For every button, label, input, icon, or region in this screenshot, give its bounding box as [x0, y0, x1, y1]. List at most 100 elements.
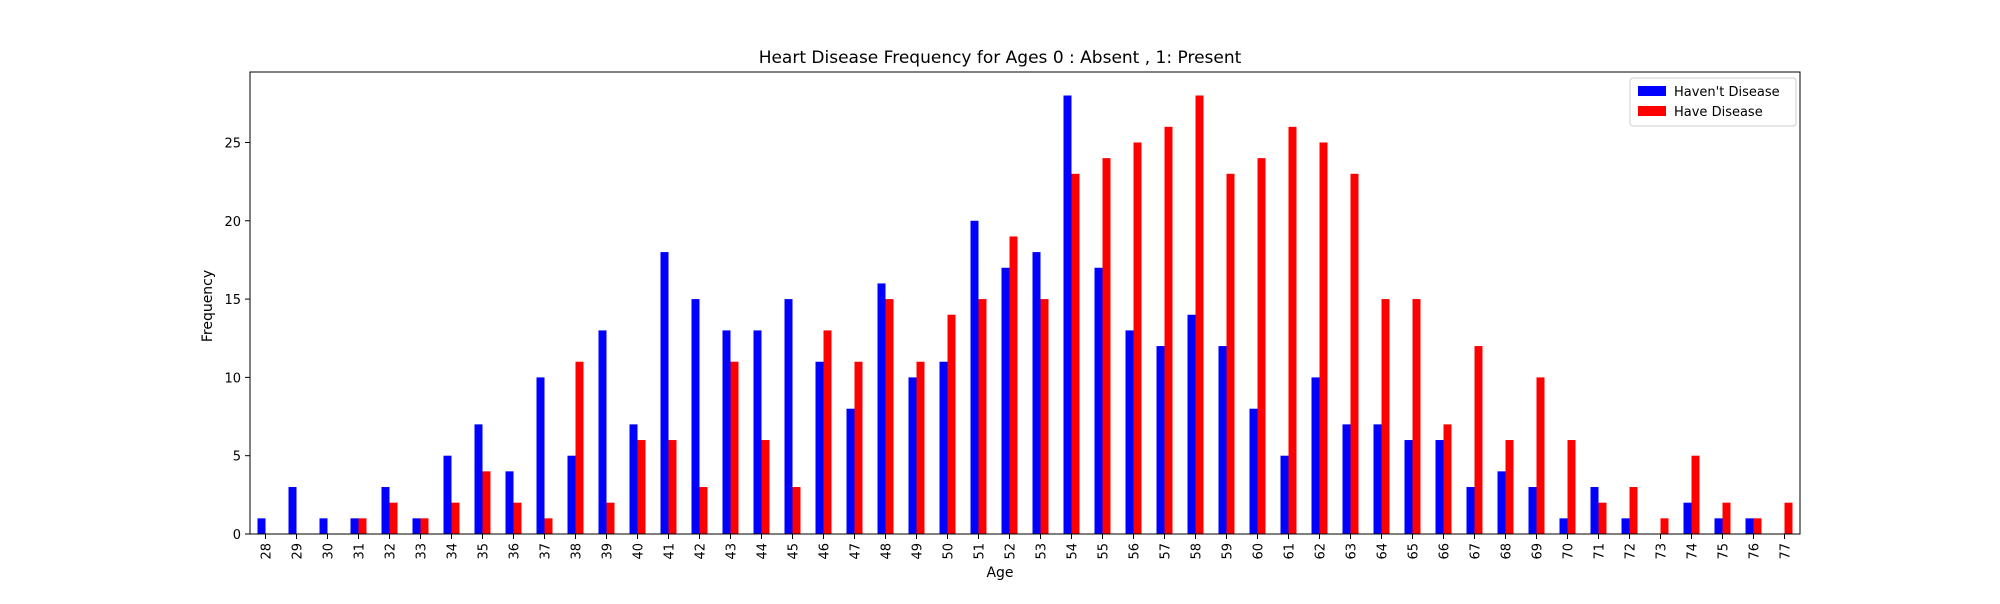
legend-box — [1629, 77, 1797, 127]
bar-present-53 — [1040, 299, 1049, 534]
bar-present-34 — [451, 502, 460, 534]
legend: Haven't Disease Have Disease — [1629, 77, 1797, 127]
bar-absent-76 — [1745, 518, 1754, 534]
bar-absent-34 — [443, 455, 452, 534]
x-tick-label: 58 — [1190, 543, 1205, 560]
x-tick-label: 76 — [1748, 543, 1763, 560]
bar-absent-69 — [1528, 487, 1537, 534]
bar-absent-33 — [412, 518, 421, 534]
x-tick-label: 59 — [1221, 543, 1236, 560]
bar-absent-40 — [629, 424, 638, 534]
x-tick-label: 75 — [1717, 543, 1732, 560]
y-tick-label: 5 — [233, 450, 241, 465]
bar-absent-68 — [1497, 471, 1506, 534]
bar-present-72 — [1629, 487, 1638, 534]
bar-present-35 — [482, 471, 491, 534]
bar-absent-37 — [536, 377, 545, 534]
bar-present-47 — [854, 361, 863, 534]
x-tick-label: 30 — [322, 543, 337, 560]
x-tick-label: 64 — [1376, 543, 1391, 560]
x-tick-label: 66 — [1438, 543, 1453, 560]
bar-present-71 — [1598, 502, 1607, 534]
bar-present-65 — [1412, 299, 1421, 534]
y-tick-label: 0 — [233, 528, 241, 543]
x-tick-label: 40 — [632, 543, 647, 560]
bar-absent-39 — [598, 330, 607, 534]
bar-present-66 — [1443, 424, 1452, 534]
x-tick-label: 67 — [1469, 543, 1484, 560]
bar-absent-67 — [1466, 487, 1475, 534]
bar-absent-74 — [1683, 502, 1692, 534]
bar-absent-30 — [319, 518, 328, 534]
x-tick-label: 32 — [384, 543, 399, 560]
bar-absent-62 — [1311, 377, 1320, 534]
bar-absent-49 — [908, 377, 917, 534]
x-tick-label: 63 — [1345, 543, 1360, 560]
x-tick-label: 53 — [1035, 543, 1050, 560]
x-tick-label: 37 — [539, 543, 554, 560]
bar-absent-50 — [939, 361, 948, 534]
bar-present-62 — [1319, 142, 1328, 534]
x-tick-label: 42 — [694, 543, 709, 560]
y-tick-label: 20 — [224, 215, 241, 230]
bar-present-58 — [1195, 95, 1204, 535]
bar-present-76 — [1753, 518, 1762, 534]
y-tick-label: 15 — [224, 293, 241, 308]
bar-present-45 — [792, 487, 801, 534]
bar-present-42 — [699, 487, 708, 534]
x-tick-label: 48 — [880, 543, 895, 560]
bar-present-49 — [916, 361, 925, 534]
bar-absent-45 — [784, 299, 793, 534]
bar-absent-56 — [1125, 330, 1134, 534]
y-tick-label: 25 — [224, 136, 241, 151]
bar-absent-42 — [691, 299, 700, 534]
bar-present-77 — [1784, 502, 1793, 534]
bar-absent-70 — [1559, 518, 1568, 534]
x-tick-label: 77 — [1779, 543, 1794, 560]
x-tick-label: 33 — [415, 543, 430, 560]
bar-present-54 — [1071, 173, 1080, 534]
bar-absent-35 — [474, 424, 483, 534]
y-tick-label: 10 — [224, 371, 241, 386]
bar-present-60 — [1257, 158, 1266, 534]
bar-present-32 — [389, 502, 398, 534]
bar-absent-58 — [1187, 314, 1196, 534]
bar-present-64 — [1381, 299, 1390, 534]
bar-present-40 — [637, 440, 646, 534]
bar-absent-66 — [1435, 440, 1444, 534]
y-axis-label: Frequency — [200, 270, 216, 342]
legend-label-present: Have Disease — [1674, 105, 1763, 120]
legend-label-absent: Haven't Disease — [1674, 85, 1780, 100]
x-tick-label: 54 — [1066, 543, 1081, 560]
x-tick-label: 52 — [1004, 543, 1019, 560]
bar-present-36 — [513, 502, 522, 534]
x-axis-label: Age — [986, 565, 1013, 581]
x-tick-label: 46 — [818, 543, 833, 560]
bar-present-59 — [1226, 173, 1235, 534]
x-tick-label: 39 — [601, 543, 616, 560]
bar-present-70 — [1567, 440, 1576, 534]
bar-absent-29 — [288, 487, 297, 534]
x-tick-label: 43 — [725, 543, 740, 560]
x-tick-label: 28 — [260, 543, 275, 560]
bar-absent-57 — [1156, 346, 1165, 534]
x-tick-label: 31 — [353, 543, 368, 560]
x-tick-label: 65 — [1407, 543, 1422, 560]
x-tick-label: 44 — [756, 543, 771, 560]
plot-frame — [249, 71, 1801, 535]
bar-absent-44 — [753, 330, 762, 534]
x-tick-label: 51 — [973, 543, 988, 560]
x-tick-label: 68 — [1500, 543, 1515, 560]
legend-swatch-present — [1638, 106, 1666, 116]
x-tick-label: 62 — [1314, 543, 1329, 560]
bar-present-69 — [1536, 377, 1545, 534]
bar-absent-72 — [1621, 518, 1630, 534]
bar-absent-64 — [1373, 424, 1382, 534]
bar-absent-32 — [381, 487, 390, 534]
bar-present-41 — [668, 440, 677, 534]
bar-present-68 — [1505, 440, 1514, 534]
x-tick-label: 36 — [508, 543, 523, 560]
bar-absent-53 — [1032, 252, 1041, 535]
